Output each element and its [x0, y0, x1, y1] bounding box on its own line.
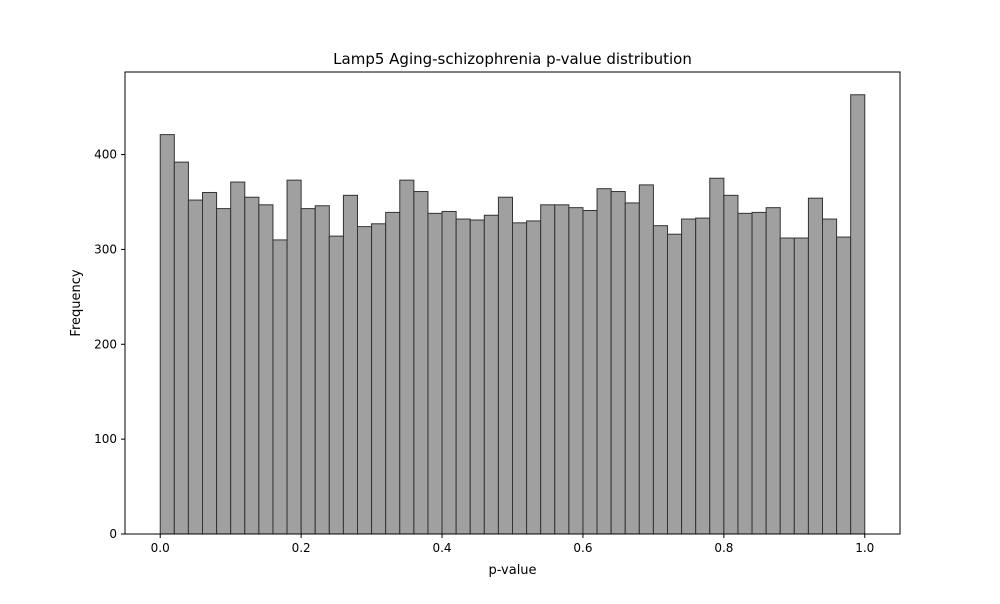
x-tick-label: 0.6 — [573, 541, 592, 555]
y-tick-label: 100 — [94, 432, 117, 446]
y-axis-label: Frequency — [69, 269, 84, 336]
histogram-bar — [385, 211, 401, 535]
histogram-bar — [413, 191, 429, 535]
histogram-bar — [610, 191, 626, 535]
histogram-bar — [822, 218, 838, 535]
histogram-bar — [624, 202, 640, 535]
y-axis: 0 100 200 300 400 — [94, 148, 125, 541]
x-tick-label: 0.4 — [432, 541, 451, 555]
chart-title: Lamp5 Aging-schizophrenia p-value distri… — [333, 50, 692, 68]
histogram-bar — [568, 207, 584, 535]
histogram-bar — [497, 196, 513, 535]
histogram-bar — [399, 179, 415, 535]
histogram-bar — [314, 205, 330, 535]
plot-frame — [124, 71, 901, 535]
histogram-bar — [526, 220, 542, 535]
histogram-bar — [723, 194, 739, 535]
histogram-bar — [342, 194, 358, 535]
histogram-bar — [469, 219, 485, 535]
x-tick-label: 0.2 — [292, 541, 311, 555]
histogram-bar — [667, 233, 683, 535]
histogram-bar — [371, 223, 387, 535]
histogram-bar — [807, 197, 824, 535]
histogram-bar — [216, 208, 232, 535]
histogram-bar — [441, 210, 457, 535]
histogram-bar — [765, 207, 781, 535]
histogram-bar — [230, 181, 246, 535]
histogram-bar — [455, 218, 471, 535]
x-axis: 0.0 0.2 0.4 0.6 0.8 1.0 — [151, 534, 874, 555]
histogram-bar — [836, 236, 852, 535]
x-axis-label: p-value — [488, 563, 536, 578]
histogram-bar — [244, 196, 260, 535]
histogram-bar — [328, 235, 344, 535]
y-tick-label: 0 — [109, 527, 117, 541]
histogram-bar — [427, 212, 443, 535]
histogram-bar — [159, 134, 175, 535]
x-tick-label: 0.0 — [151, 541, 170, 555]
histogram-bar — [751, 211, 767, 535]
histogram-bar — [357, 226, 373, 535]
histogram-bar — [850, 94, 866, 535]
histogram-bar — [582, 210, 598, 535]
histogram-bar — [709, 177, 725, 535]
y-tick-label: 400 — [94, 148, 117, 162]
y-tick-label: 300 — [94, 242, 117, 256]
histogram-bar — [652, 225, 669, 535]
histogram-bar — [300, 208, 316, 535]
histogram-bar — [638, 184, 654, 535]
histogram-bar — [173, 161, 189, 535]
histogram-bar — [202, 191, 218, 535]
x-tick-label: 0.8 — [714, 541, 733, 555]
histogram-bar — [512, 222, 528, 535]
histogram-bar — [286, 179, 302, 535]
histogram-bar — [793, 237, 809, 535]
bars-group — [159, 94, 866, 535]
histogram-bar — [596, 188, 612, 535]
histogram-bar — [272, 239, 288, 535]
histogram-bar — [695, 217, 711, 535]
histogram-bar — [540, 204, 556, 535]
histogram-bar — [483, 214, 499, 535]
y-tick-label: 200 — [94, 337, 117, 351]
histogram-bar — [779, 237, 795, 535]
histogram-bar — [554, 204, 570, 535]
x-tick-label: 1.0 — [855, 541, 874, 555]
histogram-bar — [187, 199, 203, 535]
histogram-bar — [258, 204, 274, 535]
histogram-bar — [681, 218, 697, 535]
histogram-bar — [737, 212, 753, 535]
